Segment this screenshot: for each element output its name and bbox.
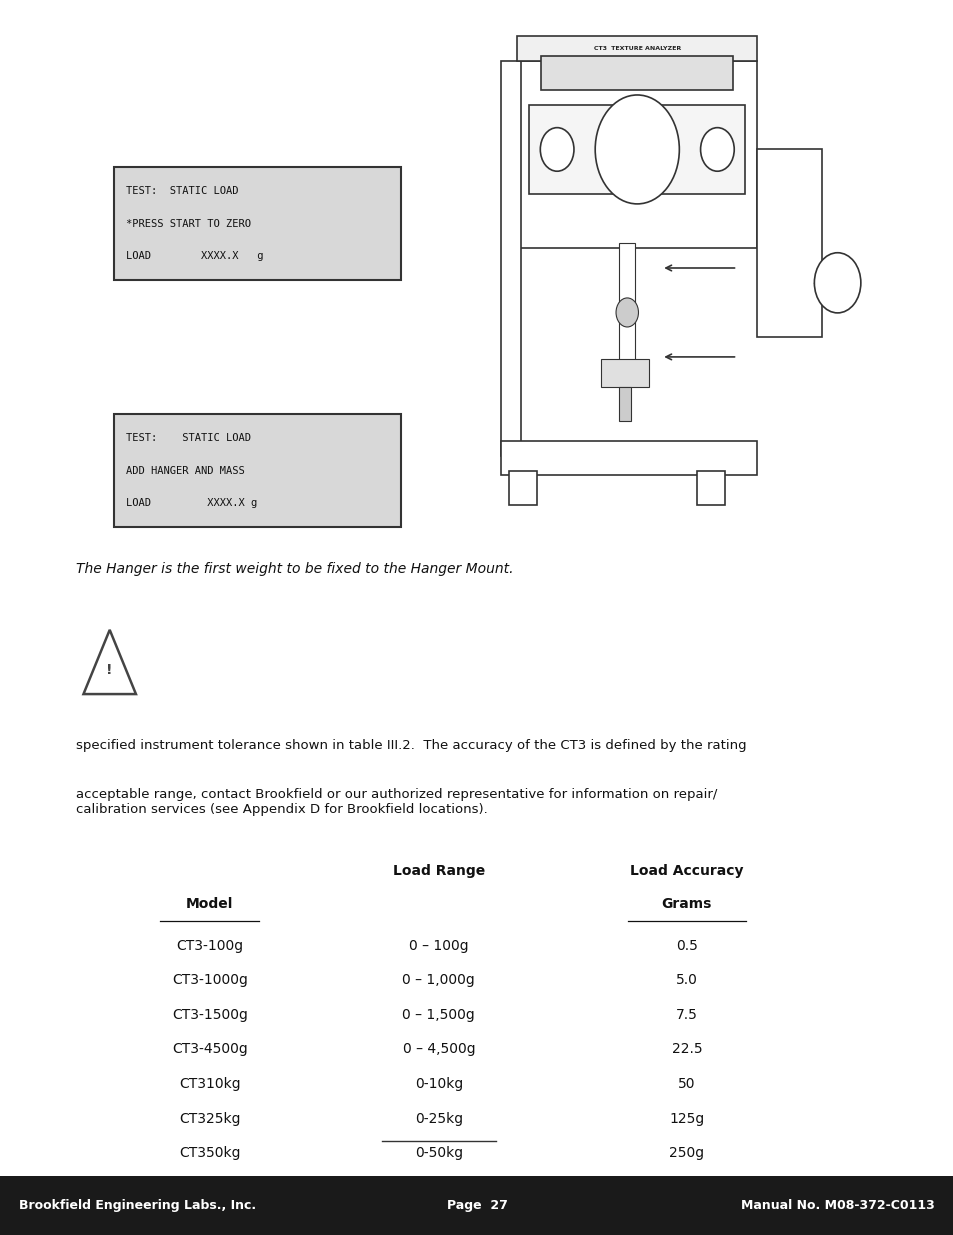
Text: CT325kg: CT325kg bbox=[179, 1112, 240, 1125]
Text: CT3-4500g: CT3-4500g bbox=[172, 1042, 248, 1056]
Text: CT3-1500g: CT3-1500g bbox=[172, 1008, 248, 1021]
Text: 125g: 125g bbox=[669, 1112, 703, 1125]
Text: LOAD        XXXX.X   g: LOAD XXXX.X g bbox=[126, 252, 263, 262]
Text: LOAD         XXXX.X g: LOAD XXXX.X g bbox=[126, 499, 257, 509]
Text: 250g: 250g bbox=[669, 1146, 703, 1160]
Bar bbox=[600, 359, 649, 387]
Text: 7.5: 7.5 bbox=[676, 1008, 697, 1021]
Text: 0-10kg: 0-10kg bbox=[415, 1077, 462, 1091]
Text: 0.5: 0.5 bbox=[676, 939, 697, 952]
Bar bbox=[757, 149, 821, 337]
Text: The Hanger is the first weight to be fixed to the Hanger Mount.: The Hanger is the first weight to be fix… bbox=[76, 562, 514, 576]
Bar bbox=[618, 243, 635, 362]
Text: !: ! bbox=[107, 663, 112, 677]
Bar bbox=[697, 471, 724, 505]
Text: CT350kg: CT350kg bbox=[179, 1146, 240, 1160]
Text: 0-25kg: 0-25kg bbox=[415, 1112, 462, 1125]
Text: 0 – 4,500g: 0 – 4,500g bbox=[402, 1042, 475, 1056]
Circle shape bbox=[595, 95, 679, 204]
Bar bbox=[517, 61, 757, 248]
Circle shape bbox=[539, 127, 574, 172]
FancyBboxPatch shape bbox=[114, 414, 400, 527]
Text: TEST:    STATIC LOAD: TEST: STATIC LOAD bbox=[126, 433, 251, 443]
Text: CT310kg: CT310kg bbox=[179, 1077, 240, 1091]
Circle shape bbox=[616, 298, 638, 327]
Text: *PRESS START TO ZERO: *PRESS START TO ZERO bbox=[126, 219, 251, 228]
Text: 5.0: 5.0 bbox=[676, 973, 697, 987]
Text: 0 – 100g: 0 – 100g bbox=[409, 939, 468, 952]
Text: Model: Model bbox=[186, 897, 233, 910]
Bar bbox=[529, 105, 744, 194]
Text: Manual No. M08-372-C0113: Manual No. M08-372-C0113 bbox=[740, 1199, 934, 1212]
Text: 0 – 1,500g: 0 – 1,500g bbox=[402, 1008, 475, 1021]
Circle shape bbox=[700, 127, 734, 172]
Text: acceptable range, contact Brookfield or our authorized representative for inform: acceptable range, contact Brookfield or … bbox=[76, 788, 717, 816]
Text: Page  27: Page 27 bbox=[446, 1199, 507, 1212]
Bar bbox=[500, 441, 757, 475]
Bar bbox=[618, 387, 631, 421]
Text: Brookfield Engineering Labs., Inc.: Brookfield Engineering Labs., Inc. bbox=[19, 1199, 256, 1212]
Bar bbox=[509, 471, 537, 505]
Text: ADD HANGER AND MASS: ADD HANGER AND MASS bbox=[126, 466, 244, 475]
Text: 0 – 1,000g: 0 – 1,000g bbox=[402, 973, 475, 987]
Text: TEST:  STATIC LOAD: TEST: STATIC LOAD bbox=[126, 186, 238, 196]
Text: CT3-1000g: CT3-1000g bbox=[172, 973, 248, 987]
Text: Load Range: Load Range bbox=[393, 864, 484, 878]
Bar bbox=[517, 36, 757, 61]
Text: specified instrument tolerance shown in table III.2.  The accuracy of the CT3 is: specified instrument tolerance shown in … bbox=[76, 739, 746, 752]
Text: 22.5: 22.5 bbox=[671, 1042, 701, 1056]
Text: 0-50kg: 0-50kg bbox=[415, 1146, 462, 1160]
Bar bbox=[540, 56, 733, 90]
Bar bbox=[500, 61, 520, 456]
Text: CT3  TEXTURE ANALYZER: CT3 TEXTURE ANALYZER bbox=[593, 46, 680, 51]
Circle shape bbox=[814, 253, 860, 312]
Text: Load Accuracy: Load Accuracy bbox=[630, 864, 742, 878]
Bar bbox=[0, 1176, 953, 1235]
Text: 50: 50 bbox=[678, 1077, 695, 1091]
Text: Grams: Grams bbox=[661, 897, 711, 910]
Text: CT3-100g: CT3-100g bbox=[176, 939, 243, 952]
FancyBboxPatch shape bbox=[114, 167, 400, 280]
